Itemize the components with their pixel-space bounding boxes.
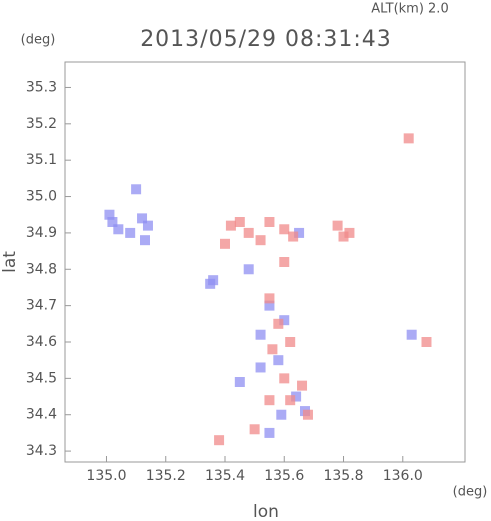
echo-point xyxy=(255,235,266,246)
echo-point xyxy=(332,220,343,231)
echo-point xyxy=(107,217,118,227)
echo-point xyxy=(421,337,432,347)
echo-point xyxy=(264,293,275,304)
echo-point xyxy=(338,231,349,242)
x-axis-label: lon xyxy=(253,502,279,521)
y-tick-label: 34.6 xyxy=(26,334,57,350)
y-tick-label: 34.3 xyxy=(26,443,57,459)
echo-point xyxy=(220,238,230,249)
echo-point xyxy=(406,329,417,340)
y-tick-label: 35.0 xyxy=(26,189,57,205)
echo-point xyxy=(285,395,296,406)
plot-frame xyxy=(64,61,466,463)
y-tick-label: 34.9 xyxy=(26,225,57,241)
echo-point xyxy=(285,337,296,347)
echo-point xyxy=(142,220,153,231)
echo-point xyxy=(279,315,290,326)
y-tick-label: 35.1 xyxy=(26,152,57,168)
echo-point xyxy=(255,362,266,373)
x-tick-label: 135.8 xyxy=(323,468,363,484)
echo-point xyxy=(243,264,254,275)
echo-point xyxy=(276,409,287,420)
echo-point xyxy=(403,133,414,144)
echo-point xyxy=(208,275,219,286)
echo-point xyxy=(279,257,290,267)
echo-point xyxy=(255,329,266,340)
echo-point xyxy=(249,424,260,435)
y-axis-label: lat xyxy=(0,251,20,273)
x-tick-label: 135.6 xyxy=(264,468,304,484)
echo-point xyxy=(264,300,275,311)
x-tick-label: 135.4 xyxy=(205,468,245,484)
x-tick-label: 135.0 xyxy=(86,468,126,484)
y-tick-label: 35.3 xyxy=(26,79,57,95)
y-tick-label: 34.7 xyxy=(26,298,57,314)
echo-point xyxy=(225,220,236,231)
echo-point xyxy=(294,227,305,238)
echo-point xyxy=(279,373,290,384)
echo-point xyxy=(131,184,142,195)
echo-point xyxy=(234,217,245,227)
echo-point xyxy=(297,380,308,391)
y-tick-label: 34.8 xyxy=(26,261,57,277)
y-unit: (deg) xyxy=(21,33,56,48)
echo-point xyxy=(214,435,225,446)
y-tick-label: 34.5 xyxy=(26,370,57,386)
echo-point xyxy=(264,427,275,438)
echo-point xyxy=(288,231,299,242)
x-tick-label: 135.2 xyxy=(146,468,186,484)
echo-point xyxy=(302,409,313,420)
y-tick-label: 35.2 xyxy=(26,116,57,132)
x-tick-label: 136.0 xyxy=(383,468,423,484)
echo-point xyxy=(279,224,290,235)
echo-point xyxy=(113,224,124,235)
echo-point xyxy=(264,395,275,406)
y-tick-label: 34.4 xyxy=(26,407,57,423)
chart-title: 2013/05/29 08:31:43 xyxy=(140,27,392,52)
echo-point xyxy=(344,227,355,238)
x-unit: (deg) xyxy=(453,485,488,500)
echo-point xyxy=(264,217,275,227)
echo-point xyxy=(104,209,115,220)
echo-point xyxy=(267,344,278,355)
echo-point xyxy=(125,227,136,238)
echo-point xyxy=(243,227,254,238)
echo-point xyxy=(273,318,284,329)
echo-point xyxy=(234,377,245,387)
echo-point xyxy=(273,355,284,366)
altitude-label: ALT(km) 2.0 xyxy=(371,2,448,17)
echo-point xyxy=(140,235,150,246)
echo-point xyxy=(137,213,148,224)
echo-point xyxy=(291,391,302,402)
